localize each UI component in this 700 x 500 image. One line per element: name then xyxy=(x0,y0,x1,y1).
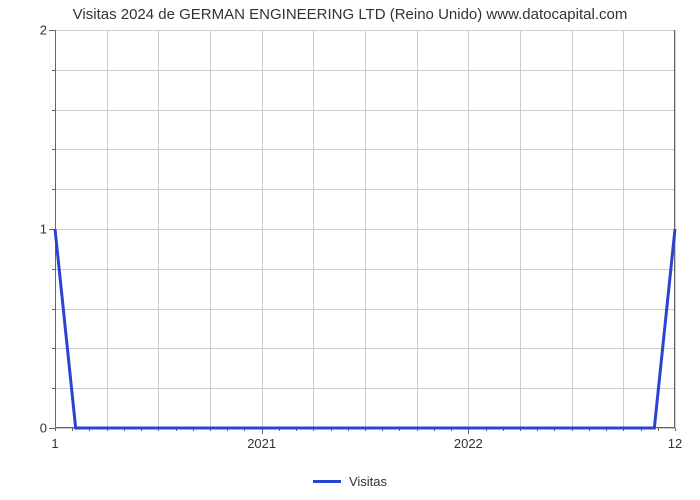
legend-swatch xyxy=(313,480,341,483)
x-minor-tick xyxy=(658,428,659,431)
chart-container: Visitas 2024 de GERMAN ENGINEERING LTD (… xyxy=(0,0,700,500)
x-minor-tick xyxy=(675,428,676,431)
legend: Visitas xyxy=(0,474,700,489)
y-tick-label: 1 xyxy=(17,222,47,237)
x-tick-label: 2021 xyxy=(247,436,276,451)
x-left-label: 1 xyxy=(51,436,58,451)
plot-area: 01220212022112 xyxy=(55,30,675,428)
y-tick-label: 2 xyxy=(17,23,47,38)
x-tick-label: 2022 xyxy=(454,436,483,451)
chart-title: Visitas 2024 de GERMAN ENGINEERING LTD (… xyxy=(0,6,700,23)
legend-label: Visitas xyxy=(349,474,387,489)
x-minor-tick xyxy=(55,428,56,431)
series-line xyxy=(55,30,675,428)
grid-line-vertical xyxy=(675,30,676,428)
x-right-label: 12 xyxy=(668,436,682,451)
x-minor-tick xyxy=(72,428,73,431)
y-tick-label: 0 xyxy=(17,421,47,436)
